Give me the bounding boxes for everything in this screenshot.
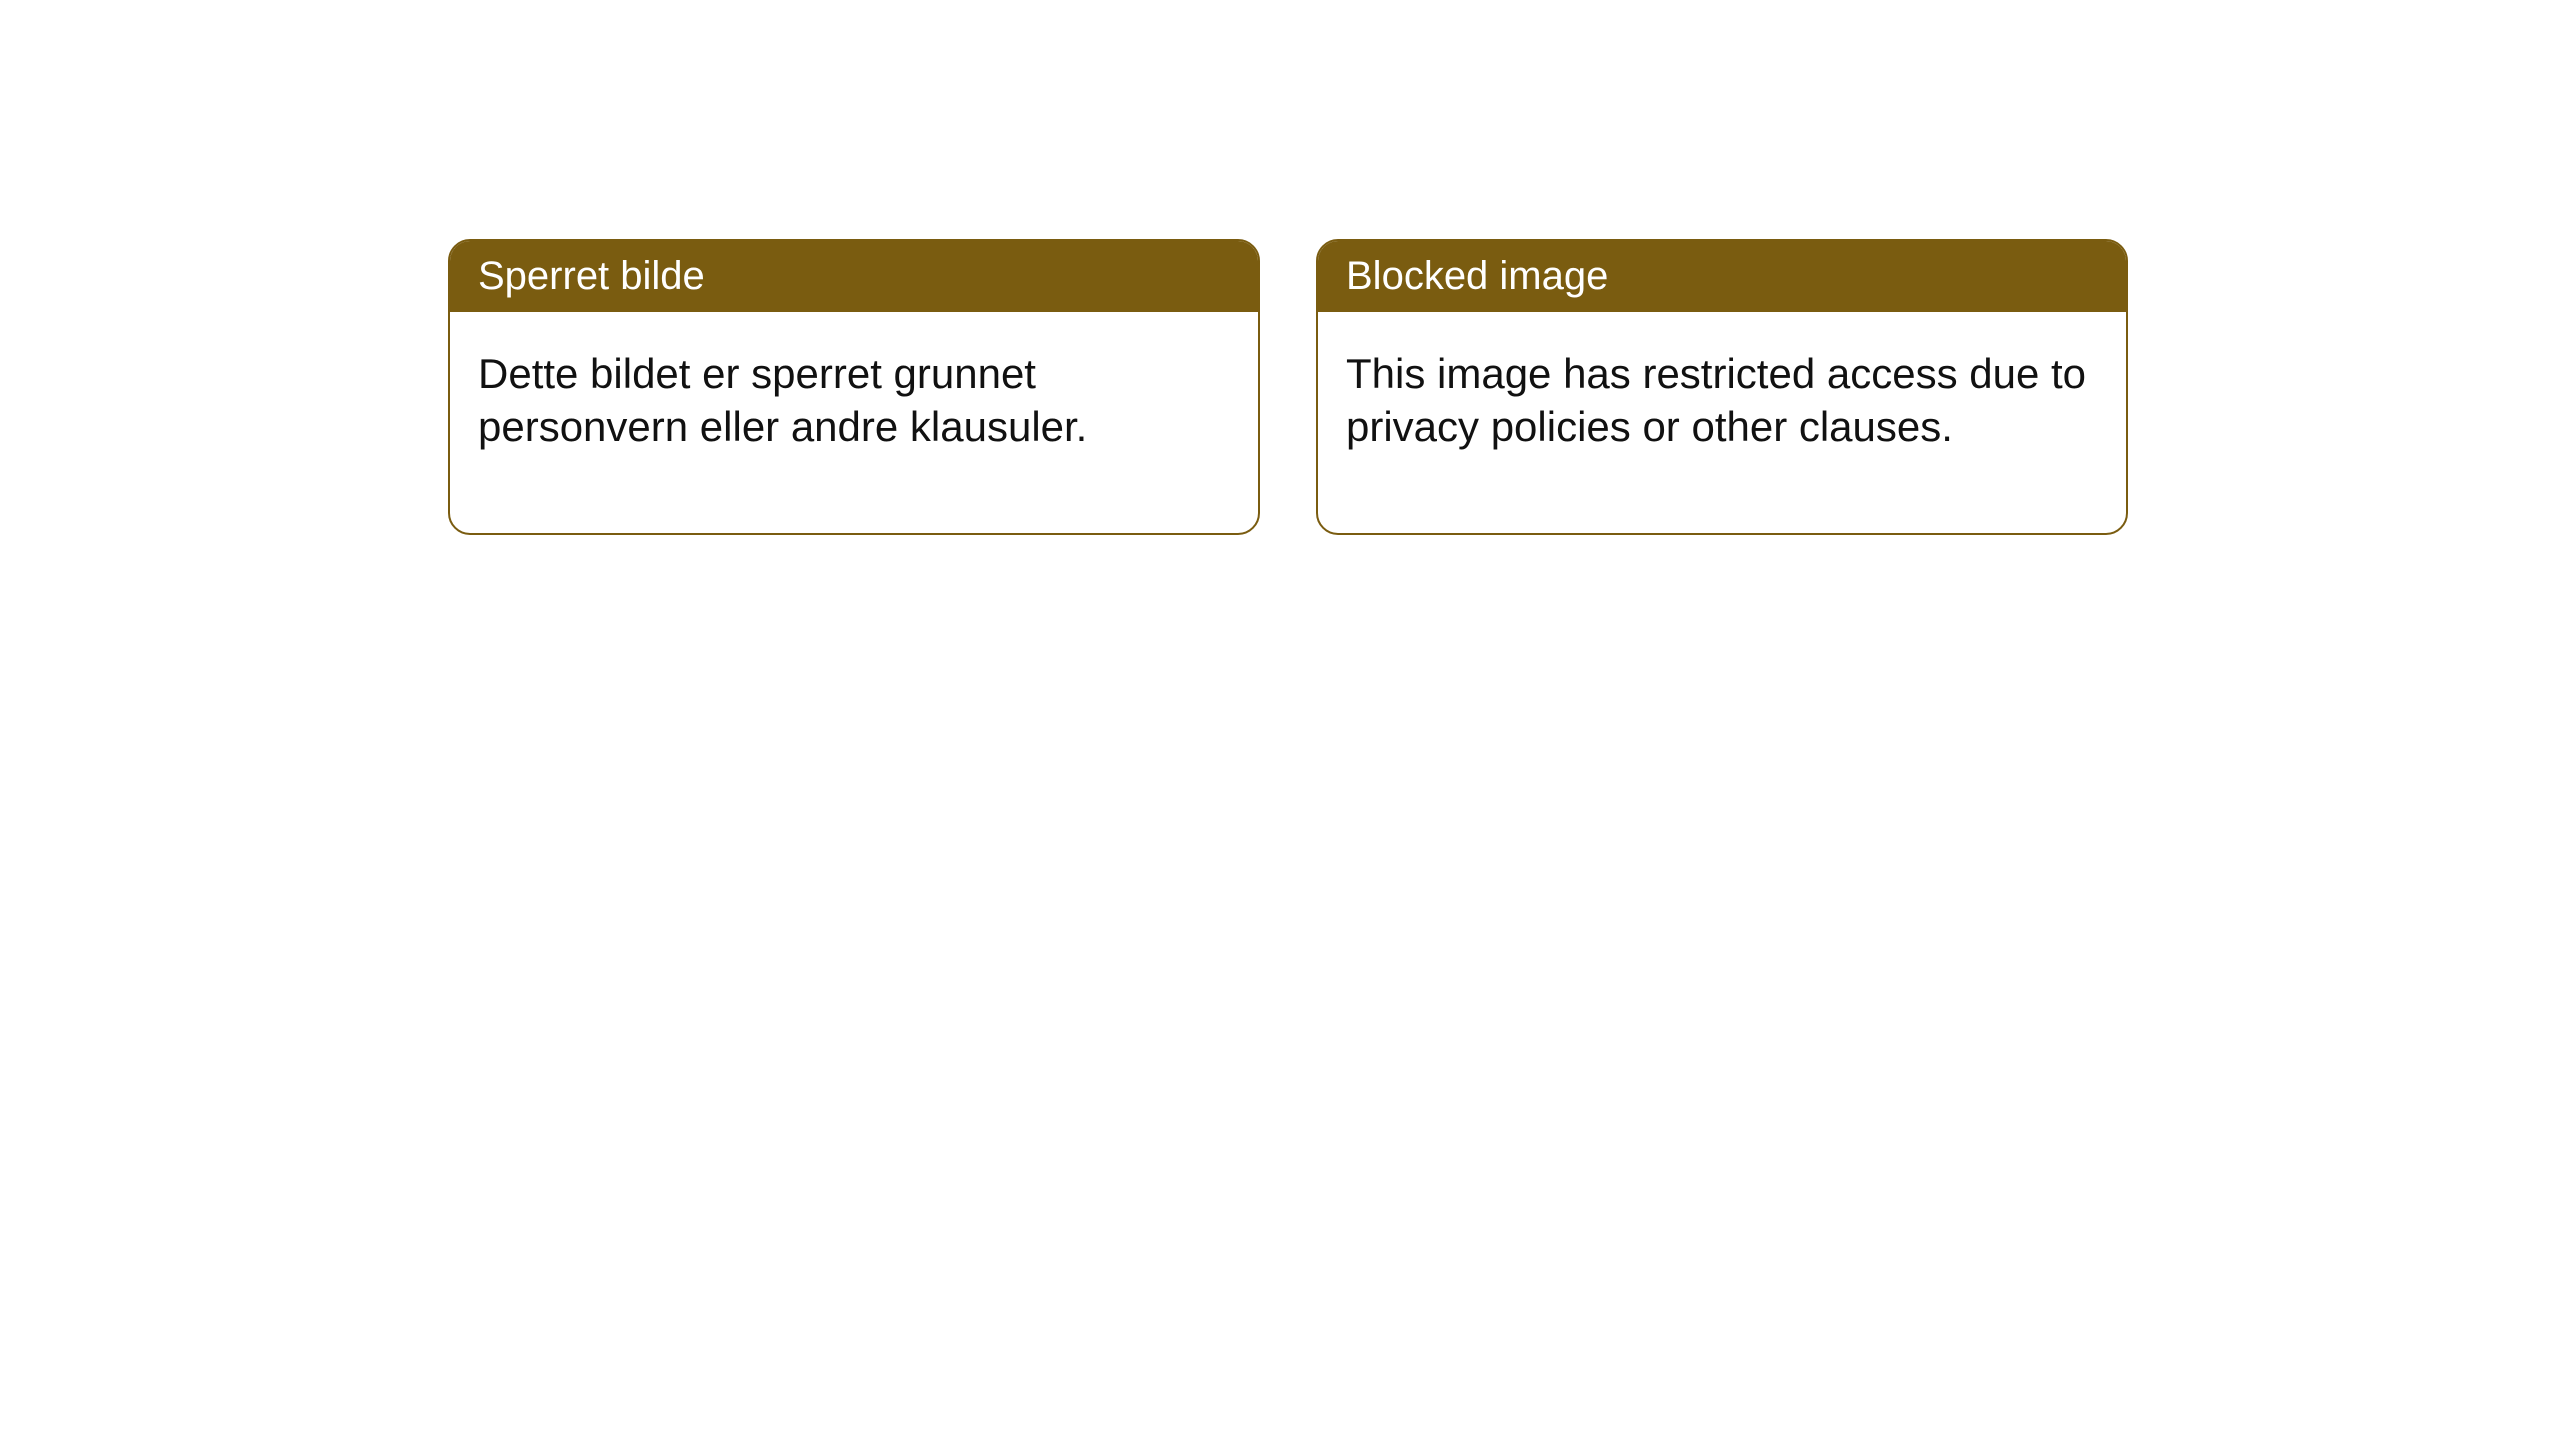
notice-body: Dette bildet er sperret grunnet personve… [450,312,1258,533]
notice-card-norwegian: Sperret bilde Dette bildet er sperret gr… [448,239,1260,535]
notice-title: Blocked image [1346,254,1608,298]
notice-header: Blocked image [1318,241,2126,312]
notice-card-english: Blocked image This image has restricted … [1316,239,2128,535]
notice-body-text: This image has restricted access due to … [1346,350,2086,450]
notice-body-text: Dette bildet er sperret grunnet personve… [478,350,1087,450]
notice-container: Sperret bilde Dette bildet er sperret gr… [448,239,2128,535]
notice-body: This image has restricted access due to … [1318,312,2126,533]
notice-title: Sperret bilde [478,254,705,298]
notice-header: Sperret bilde [450,241,1258,312]
